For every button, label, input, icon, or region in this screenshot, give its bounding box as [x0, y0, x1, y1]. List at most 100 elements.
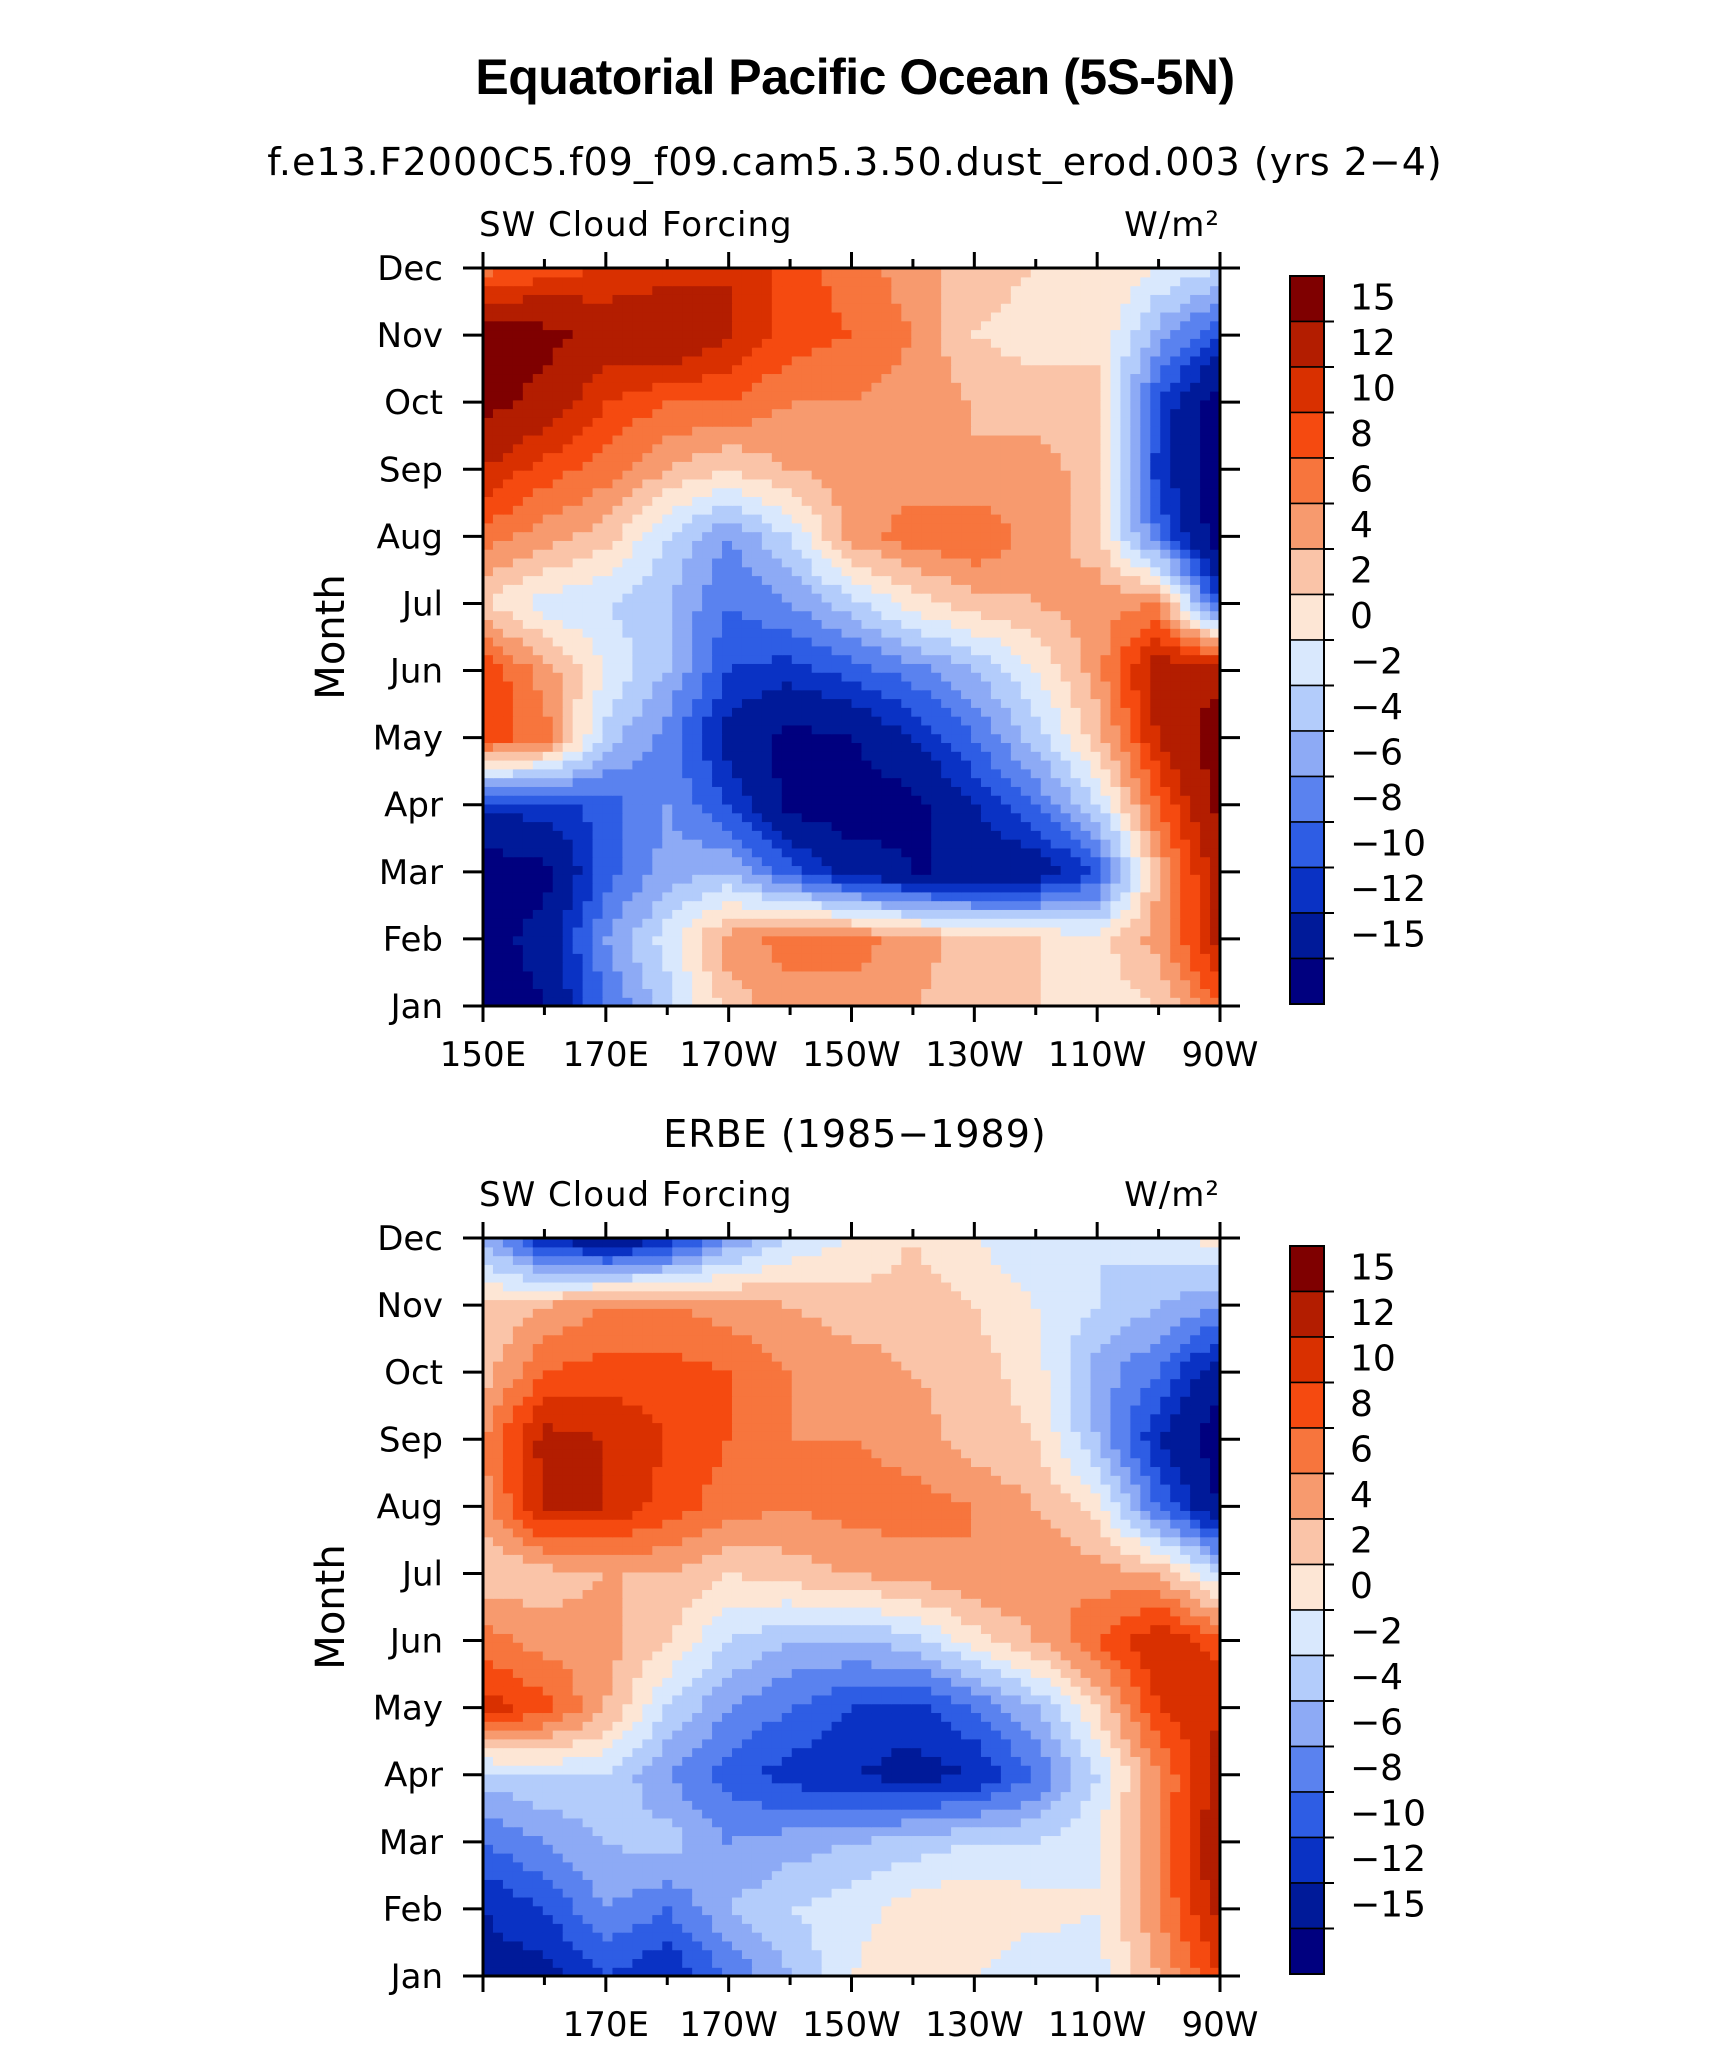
- contour-cell: [1110, 628, 1122, 638]
- contour-cell: [562, 637, 574, 647]
- contour-cell: [492, 610, 504, 621]
- contour-cell: [592, 909, 604, 919]
- contour-cell: [1060, 997, 1072, 1007]
- contour-cell: [1020, 707, 1032, 717]
- contour-cell: [1110, 830, 1122, 840]
- contour-cell: [801, 575, 813, 585]
- contour-cell: [1160, 672, 1171, 682]
- contour-cell: [602, 707, 614, 717]
- contour-cell: [572, 434, 584, 445]
- contour-cell: [971, 593, 982, 603]
- contour-cell: [881, 812, 892, 823]
- contour-cell: [821, 452, 833, 462]
- contour-cell: [1190, 988, 1201, 998]
- contour-cell: [811, 768, 823, 779]
- contour-cell: [552, 777, 564, 787]
- contour-cell: [831, 733, 843, 744]
- contour-cell: [522, 733, 534, 744]
- contour-cell: [602, 742, 614, 752]
- contour-cell: [602, 478, 614, 489]
- contour-cell: [532, 891, 544, 902]
- contour-cell: [911, 777, 922, 787]
- contour-cell: [1070, 751, 1082, 761]
- contour-cell: [831, 768, 843, 779]
- contour-cell: [841, 610, 853, 621]
- contour-cell: [1210, 979, 1221, 990]
- contour-cell: [562, 760, 574, 770]
- contour-cell: [1150, 874, 1161, 884]
- contour-cell: [632, 452, 643, 462]
- contour-cell: [961, 698, 972, 708]
- contour-cell: [622, 601, 633, 612]
- contour-cell: [831, 865, 843, 875]
- contour-cell: [751, 505, 763, 515]
- contour-cell: [901, 768, 912, 779]
- contour-cell: [931, 970, 942, 981]
- contour-cell: [921, 540, 932, 550]
- contour-cell: [851, 856, 863, 867]
- contour-cell: [532, 584, 544, 594]
- contour-cell: [921, 478, 932, 489]
- contour-cell: [901, 891, 912, 902]
- contour-cell: [632, 979, 643, 990]
- contour-cell: [831, 970, 843, 981]
- contour-cell: [891, 522, 902, 533]
- contour-cell: [951, 716, 962, 726]
- contour-cell: [1070, 540, 1082, 550]
- contour-cell: [622, 654, 633, 664]
- contour-cell: [602, 918, 614, 928]
- contour-cell: [821, 619, 833, 629]
- contour-cell: [682, 601, 693, 612]
- contour-cell: [731, 566, 743, 577]
- contour-cell: [552, 821, 564, 831]
- contour-cell: [841, 768, 853, 779]
- contour-cell: [622, 461, 633, 471]
- contour-cell: [602, 680, 614, 691]
- contour-cell: [722, 566, 733, 577]
- contour-cell: [821, 434, 833, 445]
- contour-cell: [871, 628, 882, 638]
- contour-cell: [851, 672, 863, 682]
- contour-cell: [642, 979, 653, 990]
- contour-cell: [751, 953, 763, 963]
- contour-cell: [931, 461, 942, 471]
- contour-cell: [542, 874, 554, 884]
- contour-cell: [722, 909, 733, 919]
- contour-cell: [751, 707, 763, 717]
- contour-cell: [1000, 637, 1012, 647]
- contour-cell: [592, 926, 604, 937]
- contour-cell: [722, 786, 733, 796]
- contour-cell: [542, 452, 554, 462]
- contour-cell: [841, 926, 853, 937]
- contour-cell: [1030, 768, 1042, 779]
- contour-cell: [1070, 549, 1082, 559]
- contour-cell: [881, 856, 892, 867]
- contour-cell: [642, 637, 653, 647]
- contour-cell: [712, 742, 723, 752]
- contour-cell: [751, 672, 763, 682]
- contour-cell: [851, 803, 863, 814]
- contour-cell: [1070, 522, 1082, 533]
- contour-cell: [622, 997, 633, 1007]
- contour-cell: [1040, 689, 1052, 700]
- contour-cell: [582, 795, 594, 805]
- contour-cell: [1010, 549, 1022, 559]
- contour-cell: [1150, 505, 1161, 515]
- contour-cell: [492, 847, 504, 858]
- contour-cell: [1160, 505, 1171, 515]
- contour-cell: [891, 549, 902, 559]
- contour-cell: [1150, 698, 1161, 708]
- contour-cell: [791, 724, 803, 735]
- contour-cell: [1090, 865, 1102, 875]
- contour-cell: [951, 909, 962, 919]
- contour-cell: [891, 953, 902, 963]
- contour-cell: [1000, 821, 1012, 831]
- contour-cell: [1140, 760, 1151, 770]
- contour-cell: [831, 619, 843, 629]
- contour-cell: [502, 724, 514, 735]
- contour-cell: [791, 918, 803, 928]
- contour-cell: [492, 417, 504, 427]
- contour-cell: [692, 672, 703, 682]
- contour-cell: [931, 470, 942, 480]
- contour-cell: [881, 847, 892, 858]
